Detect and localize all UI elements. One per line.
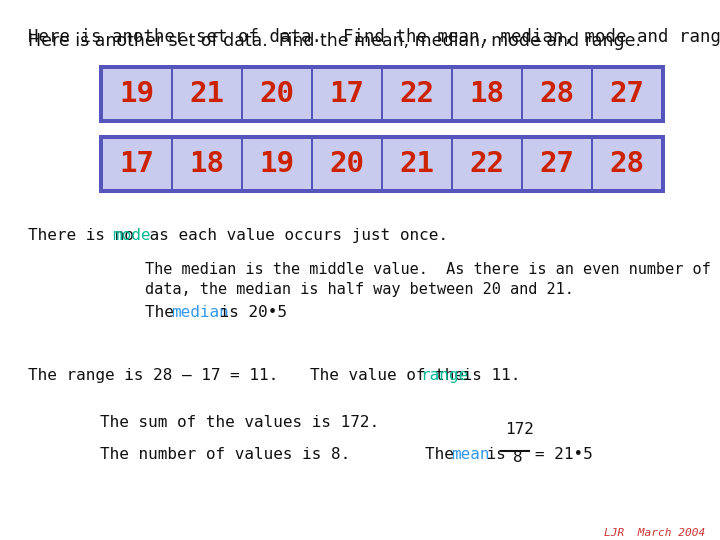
Text: 27: 27	[539, 150, 575, 178]
Bar	[453, 69, 521, 119]
Bar	[243, 139, 311, 189]
Text: 22: 22	[400, 80, 434, 108]
Bar	[99, 135, 665, 193]
Text: LJR  March 2004: LJR March 2004	[604, 528, 705, 538]
Text: is 20•5: is 20•5	[210, 305, 287, 320]
Text: is 11.: is 11.	[453, 368, 521, 383]
Text: There is no: There is no	[28, 228, 143, 243]
Text: median: median	[171, 305, 229, 320]
Text: Here is another set of data.  Find the mean, median, mode and range.: Here is another set of data. Find the me…	[28, 28, 720, 46]
Bar	[523, 69, 591, 119]
Text: Here is another set of data.  Find the mean, median, mode and range.: Here is another set of data. Find the me…	[28, 32, 641, 50]
Text: The sum of the values is 172.: The sum of the values is 172.	[100, 415, 379, 430]
Bar	[383, 139, 451, 189]
Bar	[593, 139, 661, 189]
Bar	[173, 69, 241, 119]
Bar	[453, 139, 521, 189]
Text: 18: 18	[469, 80, 505, 108]
Text: is: is	[477, 447, 506, 462]
Bar	[103, 139, 171, 189]
Text: 8: 8	[513, 450, 523, 465]
Text: 19: 19	[259, 150, 294, 178]
Text: 20: 20	[330, 150, 364, 178]
Text: 19: 19	[120, 80, 155, 108]
Bar	[523, 139, 591, 189]
Bar	[313, 139, 381, 189]
Text: mode: mode	[112, 228, 150, 243]
Text: data, the median is half way between 20 and 21.: data, the median is half way between 20 …	[145, 282, 574, 297]
Text: mean: mean	[451, 447, 490, 462]
Bar	[243, 69, 311, 119]
Bar	[99, 65, 665, 123]
Text: 172: 172	[505, 422, 534, 437]
Text: The: The	[145, 305, 184, 320]
Bar	[313, 69, 381, 119]
Text: 21: 21	[189, 80, 225, 108]
Text: 21: 21	[400, 150, 434, 178]
Text: 27: 27	[610, 80, 644, 108]
Text: = 21•5: = 21•5	[535, 447, 593, 462]
Bar	[383, 69, 451, 119]
Text: The value of the: The value of the	[310, 368, 474, 383]
Text: as each value occurs just once.: as each value occurs just once.	[140, 228, 448, 243]
Text: The: The	[425, 447, 464, 462]
Text: The range is 28 – 17 = 11.: The range is 28 – 17 = 11.	[28, 368, 278, 383]
Text: The number of values is 8.: The number of values is 8.	[100, 447, 350, 462]
Text: 28: 28	[539, 80, 575, 108]
Text: 28: 28	[610, 150, 644, 178]
Text: 17: 17	[330, 80, 364, 108]
Text: 17: 17	[120, 150, 155, 178]
Text: range: range	[420, 368, 469, 383]
Text: 22: 22	[469, 150, 505, 178]
Bar	[103, 69, 171, 119]
Bar	[173, 139, 241, 189]
Bar	[593, 69, 661, 119]
Text: The median is the middle value.  As there is an even number of: The median is the middle value. As there…	[145, 262, 711, 277]
Text: 20: 20	[259, 80, 294, 108]
Text: 18: 18	[189, 150, 225, 178]
